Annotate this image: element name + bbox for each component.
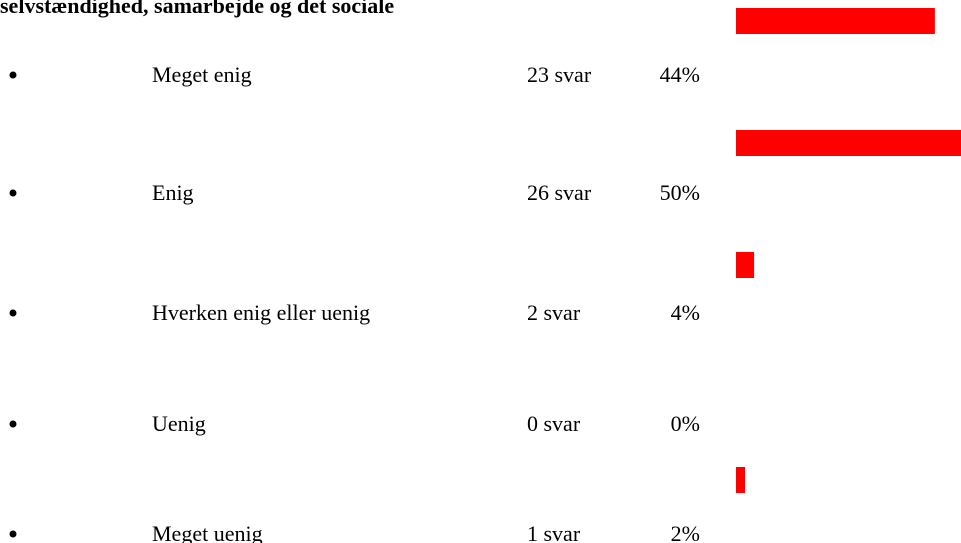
answer-count: 0 svar [527,411,581,436]
percent-label: 0% [671,411,700,436]
answer-count: 26 svar [527,180,592,205]
answer-count: 2 svar [527,300,581,325]
item-label: Hverken enig eller uenig [152,300,370,325]
item-label: Meget enig [152,62,252,87]
percent-bar [736,467,746,493]
item-label: Meget uenig [152,521,263,543]
percent-label: 2% [671,521,700,543]
bullet [9,309,17,317]
percent-label: 50% [660,180,700,205]
bullet [9,420,17,428]
item-label: Uenig [152,411,206,436]
bullet [9,530,17,538]
bullet [9,189,17,197]
percent-bar [736,8,935,34]
answer-count: 23 svar [527,62,592,87]
item-label: Enig [152,180,194,205]
percent-bar [736,130,961,156]
percent-bar [736,252,755,278]
percent-label: 4% [671,300,700,325]
percent-label: 44% [660,62,700,87]
answer-count: 1 svar [527,521,581,543]
section-title: selvstændighed, samarbejde og det social… [0,0,394,18]
bullet [9,71,17,79]
